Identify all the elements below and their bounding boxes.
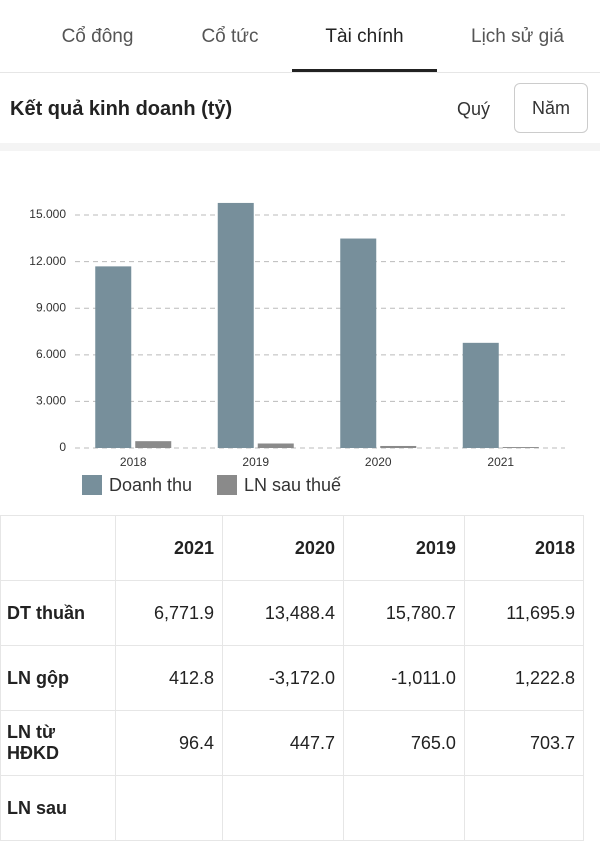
y-tick-label: 6.000 xyxy=(36,347,66,361)
table-cell: 6,771.9 xyxy=(114,580,224,646)
table-row: LN sau xyxy=(0,775,585,841)
x-tick-label: 2020 xyxy=(365,455,392,469)
y-tick-label: 12.000 xyxy=(29,254,66,268)
x-tick-label: 2021 xyxy=(487,455,514,469)
period-option-selected[interactable]: Năm xyxy=(514,83,588,133)
bar xyxy=(95,266,132,448)
bar xyxy=(502,447,539,448)
table-cell: -3,172.0 xyxy=(222,645,344,711)
table-cell xyxy=(342,775,465,841)
table-cell: 447.7 xyxy=(222,710,344,776)
table-cell: 11,695.9 xyxy=(463,580,585,646)
column-header: 2018 xyxy=(463,515,585,581)
table-cell xyxy=(463,775,585,841)
row-label: LN gộp xyxy=(0,645,116,711)
table-cell: 15,780.7 xyxy=(342,580,465,646)
tab-bar: Cổ đông Cổ tức Tài chính Lịch sử giá xyxy=(0,0,600,73)
tab[interactable]: Cổ đông xyxy=(61,26,134,47)
legend-swatch xyxy=(82,475,102,495)
table-cell: 96.4 xyxy=(114,710,224,776)
table-cell: 412.8 xyxy=(114,645,224,711)
table-cell: 1,222.8 xyxy=(463,645,585,711)
data-table: 2021 2020 2019 2018 DT thuần 6,771.9 13,488.4 1… xyxy=(0,515,585,841)
bar xyxy=(340,238,377,448)
table-cell: 703.7 xyxy=(463,710,585,776)
table-row: LN từ HĐKD 96.4 447.7 765.0 703.7 xyxy=(0,710,585,776)
legend-label: LN sau thuế xyxy=(244,475,341,495)
table-cell: 13,488.4 xyxy=(222,580,344,646)
y-tick-label: 3.000 xyxy=(36,394,66,408)
section-header: Kết quả kinh doanh (tỷ) Quý Năm xyxy=(0,73,600,143)
tab[interactable]: Cổ tức xyxy=(201,26,259,47)
column-header: 2020 xyxy=(222,515,344,581)
bar xyxy=(380,445,417,448)
tab-active[interactable]: Tài chính xyxy=(325,26,404,47)
table-row: DT thuần 6,771.9 13,488.4 15,780.7 11,695.9 xyxy=(0,580,585,646)
bar xyxy=(257,443,294,448)
tab-underline xyxy=(292,69,437,72)
bar xyxy=(462,342,499,448)
legend-label: Doanh thu xyxy=(109,475,192,495)
header-cell xyxy=(0,515,116,581)
column-header: 2021 xyxy=(114,515,224,581)
section-title: Kết quả kinh doanh (tỷ) xyxy=(10,98,233,120)
y-tick-label: 15.000 xyxy=(29,207,66,221)
row-label: DT thuần xyxy=(0,580,116,646)
divider xyxy=(0,143,600,151)
table-cell: -1,011.0 xyxy=(342,645,465,711)
table-cell: 765.0 xyxy=(342,710,465,776)
x-tick-label: 2018 xyxy=(120,455,147,469)
table-cell xyxy=(114,775,224,841)
table-cell xyxy=(222,775,344,841)
legend-swatch xyxy=(217,475,237,495)
y-tick-label: 0 xyxy=(59,440,66,454)
row-label: LN sau xyxy=(0,775,116,841)
table-header: 2021 2020 2019 2018 xyxy=(0,515,585,581)
tab[interactable]: Lịch sử giá xyxy=(471,26,564,47)
bar xyxy=(135,441,172,448)
row-label: LN từ HĐKD xyxy=(0,710,116,776)
column-header: 2019 xyxy=(342,515,465,581)
period-option[interactable]: Quý xyxy=(457,99,491,119)
chart: 0 3.000 6.000 9.000 12.000 15.000 2018 2019 2020… xyxy=(29,202,565,495)
bar xyxy=(217,202,254,448)
table-row: LN gộp 412.8 -3,172.0 -1,011.0 1,222.8 xyxy=(0,645,585,711)
x-tick-label: 2019 xyxy=(242,455,269,469)
y-tick-label: 9.000 xyxy=(36,300,66,314)
